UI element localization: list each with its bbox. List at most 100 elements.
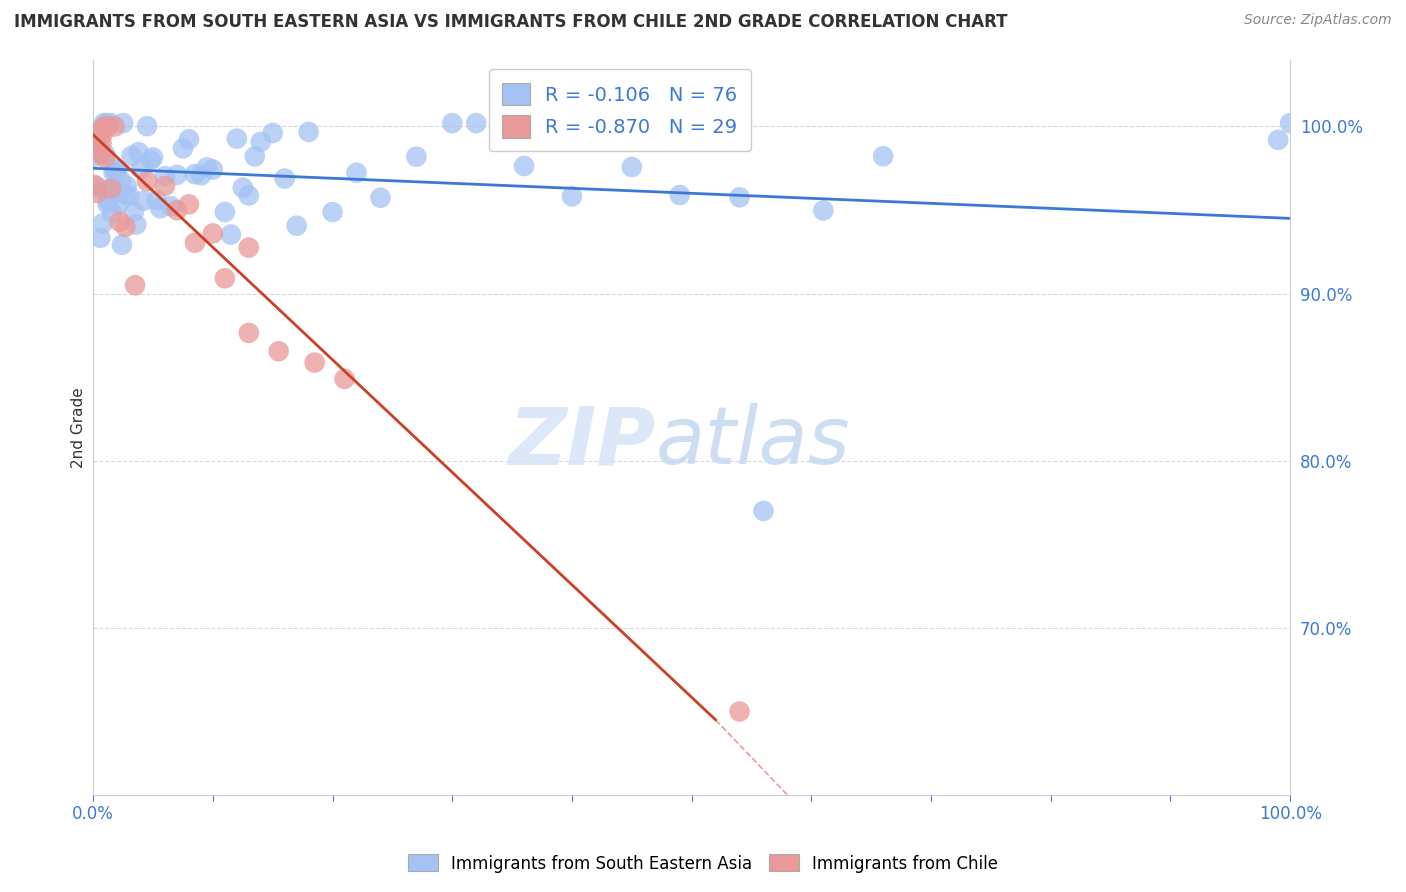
Point bbox=[195, 161, 218, 175]
Point bbox=[125, 218, 148, 232]
Text: IMMIGRANTS FROM SOUTH EASTERN ASIA VS IMMIGRANTS FROM CHILE 2ND GRADE CORRELATIO: IMMIGRANTS FROM SOUTH EASTERN ASIA VS IM… bbox=[14, 13, 1008, 31]
Legend: Immigrants from South Eastern Asia, Immigrants from Chile: Immigrants from South Eastern Asia, Immi… bbox=[401, 847, 1005, 880]
Point bbox=[728, 190, 751, 204]
Text: ZIP: ZIP bbox=[509, 403, 655, 481]
Point bbox=[285, 219, 308, 233]
Point bbox=[813, 203, 835, 218]
Point bbox=[124, 278, 146, 293]
Point bbox=[668, 188, 690, 202]
Point bbox=[405, 150, 427, 164]
Point bbox=[87, 125, 110, 139]
Point bbox=[91, 216, 114, 230]
Point bbox=[112, 116, 135, 130]
Point bbox=[465, 116, 488, 130]
Point bbox=[89, 146, 111, 161]
Point bbox=[136, 174, 159, 188]
Point bbox=[94, 185, 117, 199]
Point bbox=[184, 167, 207, 181]
Point bbox=[370, 191, 392, 205]
Point bbox=[232, 180, 254, 194]
Point bbox=[93, 120, 115, 134]
Point bbox=[118, 188, 141, 202]
Point bbox=[561, 189, 583, 203]
Point bbox=[110, 173, 132, 187]
Point bbox=[108, 214, 131, 228]
Point bbox=[104, 120, 127, 134]
Point bbox=[91, 127, 114, 141]
Point bbox=[86, 186, 108, 200]
Point bbox=[249, 135, 271, 149]
Point bbox=[132, 194, 155, 208]
Point bbox=[298, 125, 321, 139]
Point bbox=[129, 161, 152, 176]
Point bbox=[93, 116, 115, 130]
Point bbox=[96, 120, 118, 134]
Point bbox=[333, 372, 356, 386]
Point bbox=[219, 227, 242, 242]
Point bbox=[201, 227, 224, 241]
Point bbox=[177, 197, 200, 211]
Point bbox=[96, 197, 118, 211]
Point bbox=[145, 193, 167, 207]
Point bbox=[153, 178, 176, 193]
Point bbox=[142, 151, 165, 165]
Point bbox=[122, 204, 145, 219]
Point bbox=[177, 132, 200, 146]
Point bbox=[84, 133, 107, 147]
Point bbox=[1279, 116, 1302, 130]
Point bbox=[97, 194, 120, 209]
Point bbox=[89, 126, 111, 140]
Point bbox=[304, 355, 326, 369]
Point bbox=[100, 181, 122, 195]
Point bbox=[267, 344, 290, 359]
Point bbox=[90, 136, 112, 151]
Point bbox=[94, 151, 117, 165]
Point bbox=[86, 179, 108, 194]
Text: atlas: atlas bbox=[655, 403, 851, 481]
Point bbox=[108, 196, 131, 211]
Point bbox=[620, 160, 643, 174]
Point bbox=[322, 205, 344, 219]
Point bbox=[96, 116, 118, 130]
Point bbox=[262, 126, 284, 140]
Point bbox=[752, 504, 775, 518]
Point bbox=[149, 202, 172, 216]
Point bbox=[136, 119, 159, 133]
Point bbox=[104, 165, 127, 179]
Text: Source: ZipAtlas.com: Source: ZipAtlas.com bbox=[1244, 13, 1392, 28]
Point bbox=[238, 241, 260, 255]
Point bbox=[153, 169, 176, 183]
Point bbox=[105, 163, 128, 178]
Point bbox=[238, 188, 260, 202]
Point bbox=[872, 149, 894, 163]
Point bbox=[115, 178, 138, 193]
Y-axis label: 2nd Grade: 2nd Grade bbox=[72, 387, 86, 467]
Point bbox=[103, 166, 125, 180]
Point bbox=[111, 237, 134, 252]
Point bbox=[243, 149, 266, 163]
Point bbox=[728, 705, 751, 719]
Point bbox=[513, 159, 536, 173]
Point bbox=[89, 231, 111, 245]
Point bbox=[166, 203, 188, 218]
Point bbox=[83, 178, 105, 192]
Point bbox=[90, 148, 112, 162]
Point bbox=[160, 199, 183, 213]
Point bbox=[225, 131, 247, 145]
Point bbox=[190, 169, 212, 183]
Point bbox=[121, 149, 143, 163]
Point bbox=[107, 185, 129, 199]
Point bbox=[98, 182, 121, 196]
Point bbox=[273, 171, 295, 186]
Point bbox=[114, 219, 136, 234]
Point bbox=[83, 150, 105, 164]
Point bbox=[94, 147, 117, 161]
Legend: R = -0.106   N = 76, R = -0.870   N = 29: R = -0.106 N = 76, R = -0.870 N = 29 bbox=[489, 70, 751, 151]
Point bbox=[101, 206, 124, 220]
Point bbox=[114, 187, 136, 202]
Point bbox=[139, 153, 162, 168]
Point bbox=[214, 205, 236, 219]
Point bbox=[128, 145, 150, 160]
Point bbox=[1267, 133, 1289, 147]
Point bbox=[441, 116, 464, 130]
